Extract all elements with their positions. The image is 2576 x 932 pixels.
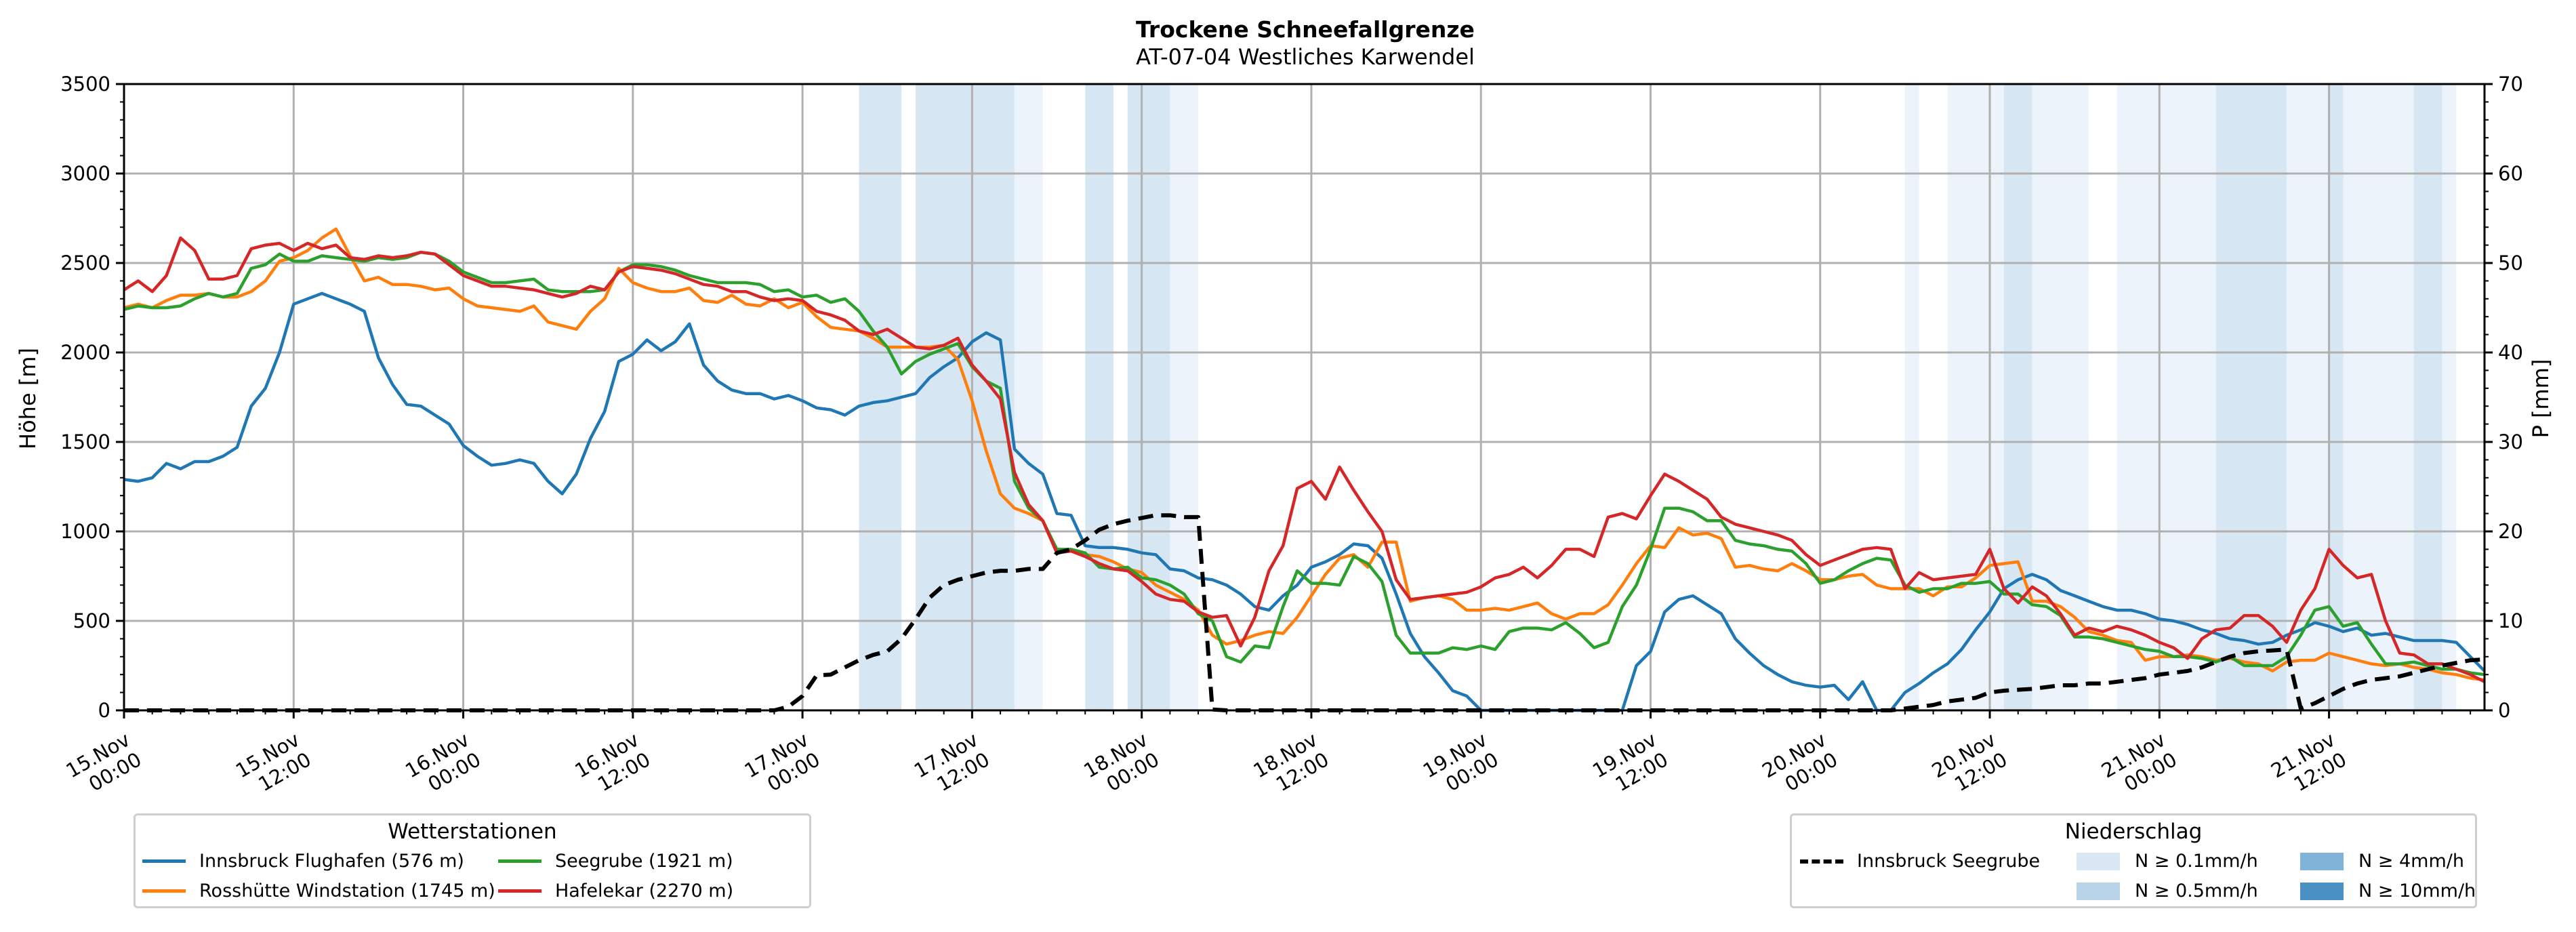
legend-entry-seegrube: Seegrube (1921 m) — [498, 851, 733, 872]
chart-subtitle: AT-07-04 Westliches Karwendel — [1136, 44, 1475, 70]
y-tick-label-right: 60 — [2498, 162, 2523, 185]
series-lines — [123, 227, 2486, 712]
y-tick-label-right: 30 — [2498, 430, 2523, 453]
precip-band-5 — [1170, 84, 1199, 710]
y-tick-label-left: 1500 — [60, 430, 110, 453]
legend-label: Seegrube (1921 m) — [555, 851, 733, 872]
legend-swatch-orange — [142, 889, 186, 893]
y-tick-label-right: 50 — [2498, 251, 2523, 275]
y-tick-label-right: 70 — [2498, 73, 2523, 96]
legend-label: Hafelekar (2270 m) — [555, 880, 734, 901]
legend-entry-precip-01: N ≥ 0.1mm/h — [2077, 851, 2258, 872]
legend-label: N ≥ 0.1mm/h — [2135, 851, 2258, 872]
legend-entry-precip-05: N ≥ 0.5mm/h — [2077, 880, 2258, 901]
legend-label: N ≥ 4mm/h — [2358, 851, 2464, 872]
precip-band-8 — [2003, 84, 2032, 710]
legend-patch-10 — [2300, 882, 2344, 900]
legend-label: Rosshütte Windstation (1745 m) — [199, 880, 495, 901]
precip-band-13 — [2215, 84, 2287, 710]
series-line-2 — [123, 250, 2485, 676]
legend-swatch-blue — [142, 859, 186, 863]
precip-band-3 — [1085, 84, 1113, 710]
y-tick-label-right: 20 — [2498, 520, 2523, 543]
legend-stations-title: Wetterstationen — [388, 819, 557, 844]
precip-band-17 — [2413, 84, 2442, 710]
precip-band-6 — [1904, 84, 1919, 710]
legend-swatch-red — [498, 889, 541, 893]
series-line-4 — [124, 513, 2485, 712]
precip-band-12 — [2159, 84, 2216, 710]
legend-entry-rosshuette: Rosshütte Windstation (1745 m) — [142, 880, 495, 901]
legend-label: N ≥ 0.5mm/h — [2135, 880, 2258, 901]
legend-precip-title: Niederschlag — [2064, 819, 2203, 844]
legend-entry-hafelekar: Hafelekar (2270 m) — [498, 880, 733, 901]
precip-band-14 — [2287, 84, 2329, 710]
precip-band-11 — [2117, 84, 2160, 710]
legend-stations: Wetterstationen Innsbruck Flughafen (576… — [134, 813, 811, 908]
precip-band-4 — [1127, 84, 1170, 710]
precip-band-0 — [859, 84, 902, 710]
precip-band-9 — [2032, 84, 2061, 710]
precip-band-7 — [1947, 84, 2004, 710]
y-tick-label-right: 0 — [2498, 699, 2510, 722]
legend-swatch-dashed — [1800, 859, 1843, 864]
y-tick-label-left: 3000 — [60, 162, 110, 185]
y-tick-label-left: 500 — [73, 609, 110, 632]
legend-swatch-green — [498, 859, 541, 863]
y-tick-label-left: 0 — [98, 699, 110, 722]
legend-entry-innsbruck-seegrube: Innsbruck Seegrube — [1800, 851, 2040, 872]
y-tick-label-left: 2000 — [60, 341, 110, 364]
precip-band-2 — [1014, 84, 1043, 710]
precip-band-16 — [2343, 84, 2414, 710]
legend-entry-precip-10: N ≥ 10mm/h — [2300, 880, 2476, 901]
plot-frame — [123, 83, 2486, 712]
y-tick-label-right: 10 — [2498, 609, 2523, 632]
legend-label: Innsbruck Seegrube — [1857, 851, 2041, 872]
y-tick-label-left: 1000 — [60, 520, 110, 543]
series-line-3 — [123, 236, 2486, 683]
series-line-1 — [123, 227, 2485, 682]
y-axis-right-label: P [mm] — [2528, 359, 2554, 439]
y-tick-label-left: 3500 — [60, 73, 110, 96]
chart-title: Trockene Schneefallgrenze — [1136, 16, 1475, 43]
legend-precip: Niederschlag Innsbruck Seegrube N ≥ 0.1m… — [1790, 813, 2477, 908]
legend-patch-01 — [2077, 852, 2120, 870]
legend-patch-05 — [2077, 882, 2120, 900]
legend-label: N ≥ 10mm/h — [2358, 880, 2476, 901]
precip-band-10 — [2060, 84, 2089, 710]
precip-band-18 — [2442, 84, 2457, 710]
y-axis-left-label: Höhe [m] — [15, 348, 41, 449]
precip-bands — [859, 84, 2457, 710]
legend-entry-innsbruck-flughafen: Innsbruck Flughafen (576 m) — [142, 851, 464, 872]
y-tick-label-right: 40 — [2498, 341, 2523, 364]
y-tick-label-left: 2500 — [60, 251, 110, 275]
legend-patch-4 — [2300, 852, 2344, 870]
legend-label: Innsbruck Flughafen (576 m) — [199, 851, 464, 872]
legend-entry-precip-4: N ≥ 4mm/h — [2300, 851, 2464, 872]
